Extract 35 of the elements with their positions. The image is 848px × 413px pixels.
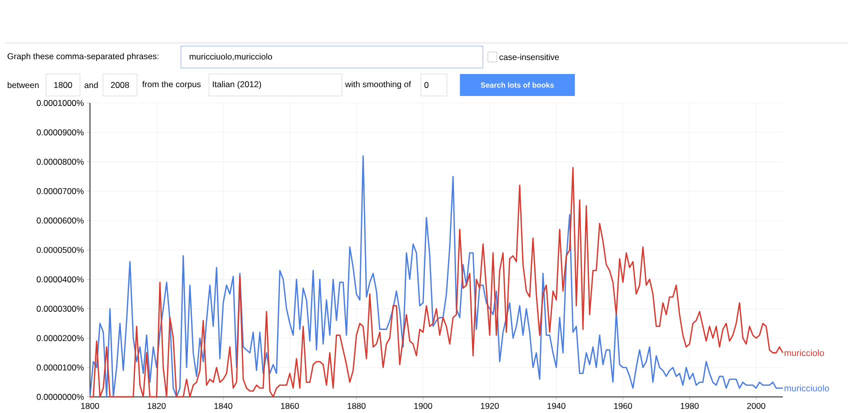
series-label: muricciuolo [784,384,829,392]
x-tick-label: 1840 [214,402,232,409]
y-tick-label: 0.0000800% [36,158,84,165]
series-label: muricciolo [784,350,824,356]
y-tick-label: 0.0000200% [36,335,84,342]
x-tick-label: 1920 [480,402,499,409]
text: between [8,82,39,88]
x-tick-label: 1800 [81,402,100,409]
y-tick-label: 0.0000000% [36,394,84,400]
x-tick-label: 1880 [348,402,366,409]
text: 0 [424,82,428,88]
x-tick-label: 1980 [680,402,699,409]
text: 1800 [54,82,72,88]
y-tick-label: 0.0000100% [36,364,84,371]
x-tick-label: 1940 [548,402,566,409]
text: from the corpus [142,81,201,89]
x-tick-label: 2000 [747,402,766,409]
y-tick-label: 0.0000400% [36,276,84,282]
y-tick-label: 0.0000300% [36,306,84,312]
text: muricciuolo,muricciolo [190,53,272,61]
x-tick-label: 1860 [281,402,299,409]
text: case-insensitive [499,54,559,60]
x-tick-label: 1960 [614,402,632,409]
y-tick-label: 0.0001000% [36,100,84,106]
text: and [84,82,98,88]
y-tick-label: 0.0000700% [36,188,84,194]
text: with smoothing of [345,81,411,89]
text: 2008 [110,82,130,88]
x-tick-label: 1820 [148,402,166,409]
y-tick-label: 0.0000600% [36,218,84,224]
text: Graph these comma-separated phrases: [8,53,158,61]
text: Italian (2012) [212,81,262,89]
y-tick-label: 0.0000500% [36,247,84,253]
x-tick-label: 1900 [414,402,432,409]
y-tick-label: 0.0000900% [36,129,84,136]
